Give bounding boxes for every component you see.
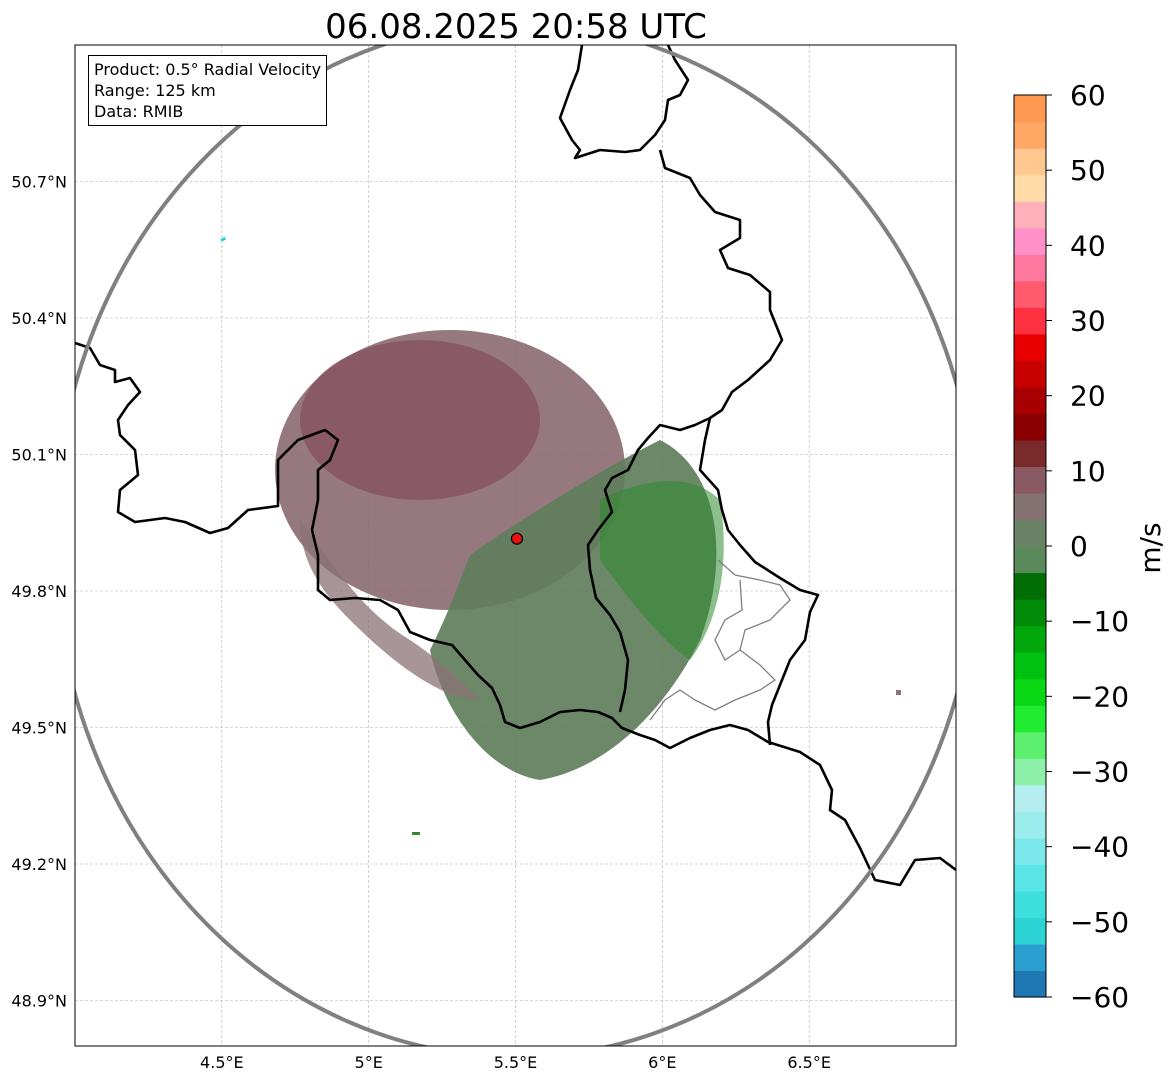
colorbar-tick-label: −40 [1070,831,1129,864]
colorbar-tick-label: −30 [1070,756,1129,789]
echo-speck [220,236,227,242]
product-text: Product: 0.5° Radial Velocity [94,60,322,79]
colorbar-segment [1014,492,1046,521]
colorbar-segment [1014,519,1046,547]
colorbar-segment [1014,572,1046,600]
colorbar-tick-label: −20 [1070,680,1129,713]
colorbar-segment [1014,811,1046,839]
echo-speck [896,690,901,695]
y-tick-label: 50.7°N [11,173,67,192]
border-line [558,45,690,160]
colorbar-segment [1014,439,1046,468]
colorbar-tick-label: −60 [1070,981,1129,1014]
colorbar-tick-label: −10 [1070,605,1129,638]
y-axis-ticks: 50.7°N 50.4°N 50.1°N 49.8°N 49.5°N 49.2°N 48.9… [11,173,67,1011]
colorbar-segment [1014,174,1046,202]
x-tick-label: 4.5°E [200,1053,244,1072]
colorbar-segment [1014,599,1046,627]
y-tick-label: 50.1°N [11,446,67,465]
province-line [714,579,743,661]
x-axis-ticks: 4.5°E 5°E 5.5°E 6°E 6.5°E [200,1053,831,1072]
colorbar-tick-label: 50 [1070,154,1106,187]
y-tick-label: 49.5°N [11,719,67,738]
colorbar-segment [1014,784,1046,812]
colorbar-segment [1014,917,1046,945]
colorbar-segment [1014,121,1046,149]
colorbar-segment [1014,386,1046,414]
border-line [586,149,784,713]
colorbar-label: m/s [1134,522,1167,573]
colorbar-tick-label: 30 [1070,305,1106,338]
outbound-echo-strong [600,481,724,660]
colorbar-segment [1014,758,1046,786]
x-tick-label: 5.5°E [494,1053,538,1072]
border-line [698,417,820,746]
radar-site-marker [510,532,524,545]
data-source-text: Data: RMIB [94,102,184,121]
colorbar-tick-label: 10 [1070,455,1106,488]
chart-title: 06.08.2025 20:58 UTC [325,7,707,47]
y-tick-label: 49.2°N [11,855,67,874]
colorbar-segment [1014,307,1046,335]
border-line [75,341,956,887]
colorbar-segment [1014,413,1046,441]
colorbar-segment [1014,148,1046,176]
echo-speck [412,832,420,835]
colorbar-segment [1014,731,1046,759]
colorbar-tick-label: 0 [1070,530,1088,563]
x-tick-label: 5°E [355,1053,383,1072]
range-text: Range: 125 km [94,81,216,100]
colorbar-segment [1014,837,1046,865]
province-line [649,559,791,721]
colorbar-segment [1014,970,1046,998]
colorbar-segment [1014,201,1046,229]
colorbar-tick-label: 60 [1070,79,1106,112]
colorbar-segment [1014,227,1046,255]
colorbar-tick-label: 40 [1070,229,1106,262]
colorbar-segment [1014,864,1046,892]
x-tick-label: 6°E [648,1053,676,1072]
colorbar-segment [1014,466,1046,494]
velocity-echoes [220,236,901,835]
colorbar-segment [1014,625,1046,653]
colorbar-tick-label: −50 [1070,906,1129,939]
colorbar-segment [1014,254,1046,282]
inbound-echo-core [300,340,540,500]
colorbar-segment [1014,360,1046,388]
province-borders [649,559,791,721]
colorbar-segment [1014,546,1046,574]
colorbar-segment [1014,678,1046,706]
colorbar-segment [1014,333,1046,361]
country-borders [75,45,956,887]
colorbar-segment [1014,705,1046,733]
y-tick-label: 49.8°N [11,582,67,601]
colorbar: 60 50 40 30 20 10 0 −10 −20 −30 −40 −50 −60 [1013,79,1129,1014]
map-frame [74,44,957,1047]
y-tick-label: 48.9°N [11,992,67,1011]
colorbar-segment [1014,890,1046,919]
colorbar-segment [1014,95,1046,123]
y-tick-label: 50.4°N [11,309,67,328]
colorbar-segment [1014,280,1046,308]
x-tick-label: 6.5°E [787,1053,831,1072]
product-info-box: Product: 0.5° Radial Velocity Range: 125… [88,55,328,126]
colorbar-segment [1014,652,1046,680]
map-area [74,44,957,1047]
colorbar-tick-label: 20 [1070,380,1106,413]
colorbar-segment [1014,943,1046,972]
